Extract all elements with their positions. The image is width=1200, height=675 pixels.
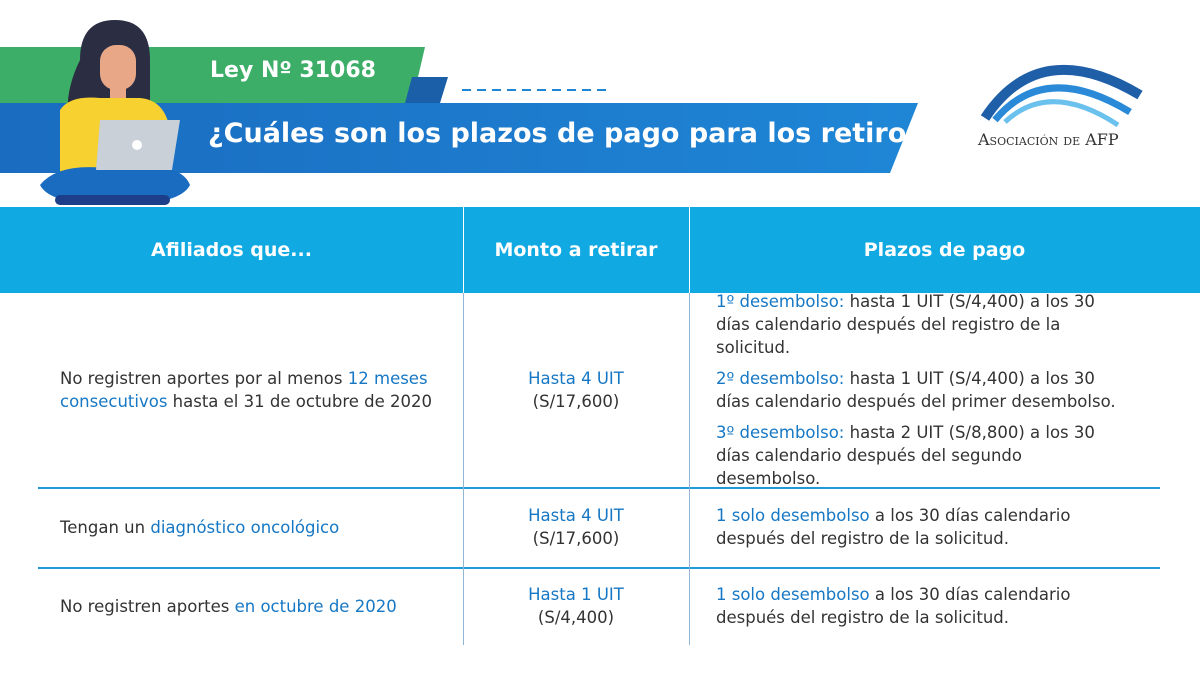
cell-paragraph: (S/17,600) [463, 527, 689, 550]
cell-paragraph: Hasta 1 UIT [463, 583, 689, 606]
body-text: (S/17,600) [532, 392, 620, 411]
body-text: hasta 2 UIT (S/8,800) a los 30 días cale… [716, 423, 1101, 488]
table-cell: Hasta 4 UIT (S/17,600) [463, 487, 689, 567]
cell-paragraph: 1º desembolso: hasta 1 UIT (S/4,400) a l… [716, 290, 1130, 359]
cell-paragraph: 3º desembolso: hasta 2 UIT (S/8,800) a l… [716, 421, 1130, 490]
cell-paragraph: Hasta 4 UIT [463, 367, 689, 390]
row-divider [38, 567, 1160, 569]
column-header: Monto a retirar [494, 239, 658, 261]
cell-paragraph: (S/4,400) [463, 606, 689, 629]
column-divider [689, 293, 690, 487]
cell-paragraph: 2º desembolso: hasta 1 UIT (S/4,400) a l… [716, 367, 1130, 413]
body-text: (S/4,400) [537, 608, 615, 627]
body-text: hasta 1 UIT (S/4,400) a los 30 días cale… [716, 292, 1101, 357]
band-fold [405, 77, 448, 103]
highlight-text: Hasta 1 UIT [528, 585, 624, 604]
cell-paragraph: Hasta 4 UIT [463, 504, 689, 527]
header-divider [689, 207, 690, 293]
column-divider [463, 293, 464, 487]
page-title: ¿Cuáles son los plazos de pago para los … [208, 118, 939, 149]
blue-band [0, 103, 918, 173]
highlight-text: en octubre de 2020 [234, 596, 397, 616]
logo-text: Asociación de AFP [978, 130, 1119, 149]
table-cell: 1º desembolso: hasta 1 UIT (S/4,400) a l… [689, 290, 1160, 490]
column-divider [463, 487, 464, 567]
table-header-bg [0, 207, 1200, 293]
table-cell: No registren aportes en octubre de 2020 [38, 567, 463, 645]
logo-arcs [980, 64, 1143, 128]
cell-paragraph: (S/17,600) [463, 390, 689, 413]
highlight-text: 1 solo desembolso [716, 506, 870, 525]
body-text: No registren aportes por al menos [60, 369, 348, 388]
table-cell: No registren aportes por al menos 12 mes… [38, 293, 463, 487]
cell-paragraph: No registren aportes por al menos 12 mes… [60, 367, 453, 413]
highlight-text: Hasta 4 UIT [528, 506, 624, 525]
highlight-text: 1º desembolso: [716, 292, 845, 311]
body-text: Tengan un [60, 517, 151, 537]
body-text: hasta 1 UIT (S/4,400) a los 30 días cale… [716, 369, 1116, 411]
body-text: (S/17,600) [532, 529, 620, 548]
law-badge: Ley Nº 31068 [210, 58, 376, 83]
cell-paragraph: 1 solo desembolso a los 30 días calendar… [716, 504, 1130, 550]
header-graphics [0, 20, 1143, 205]
table-cell: Hasta 1 UIT (S/4,400) [463, 567, 689, 645]
row-divider [38, 487, 1160, 489]
highlight-text: Hasta 4 UIT [528, 369, 624, 388]
body-text: hasta el 31 de octubre de 2020 [167, 392, 432, 411]
column-divider [689, 487, 690, 567]
highlight-text: 3º desembolso: [716, 423, 845, 442]
table-cell: 1 solo desembolso a los 30 días calendar… [689, 487, 1160, 567]
highlight-text: 2º desembolso: [716, 369, 845, 388]
column-header: Afiliados que... [151, 239, 312, 261]
body-text: a los 30 días calendario después del reg… [716, 506, 1076, 548]
highlight-text: 1 solo desembolso [716, 585, 870, 604]
column-divider [689, 567, 690, 645]
header-divider [463, 207, 464, 293]
cell-paragraph: No registren aportes en octubre de 2020 [60, 595, 453, 618]
highlight-text: 12 meses consecutivos [60, 369, 433, 411]
body-text: a los 30 días calendario después del reg… [716, 585, 1076, 627]
table-cell: Tengan un diagnóstico oncológico [38, 487, 463, 567]
table-cell: Hasta 4 UIT (S/17,600) [463, 293, 689, 487]
highlight-text: diagnóstico oncológico [150, 517, 340, 537]
cell-paragraph: Tengan un diagnóstico oncológico [60, 516, 453, 539]
column-header: Plazos de pago [863, 239, 1026, 261]
illustration [40, 20, 190, 205]
cell-paragraph: 1 solo desembolso a los 30 días calendar… [716, 583, 1130, 629]
body-text: No registren aportes [60, 596, 235, 616]
column-divider [463, 567, 464, 645]
table-cell: 1 solo desembolso a los 30 días calendar… [689, 567, 1160, 645]
